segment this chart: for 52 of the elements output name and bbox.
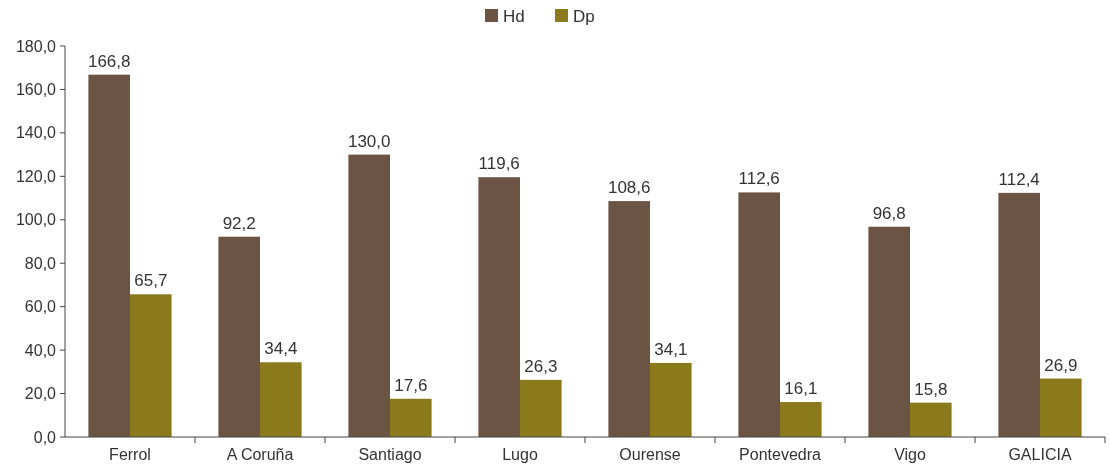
y-tick-label: 140,0 <box>15 124 57 142</box>
bar <box>650 362 692 437</box>
y-tick-label: 20,0 <box>24 385 57 403</box>
x-tick-label: GALICIA <box>1008 446 1072 463</box>
bar <box>260 362 302 437</box>
bar <box>130 294 172 437</box>
bar <box>738 192 780 437</box>
y-tick-label: 80,0 <box>24 254 57 272</box>
y-tick-label: 0,0 <box>33 428 57 446</box>
data-label: 34,1 <box>654 339 688 359</box>
data-label: 65,7 <box>134 271 168 291</box>
x-tick-label: Ferrol <box>109 446 151 463</box>
bar <box>910 402 952 437</box>
bar <box>868 226 910 437</box>
legend-label: Hd <box>503 7 525 26</box>
x-tick-label: Santiago <box>358 446 422 463</box>
x-tick-label: Ourense <box>619 446 681 463</box>
data-label: 108,6 <box>607 178 651 198</box>
data-label: 34,4 <box>264 339 298 359</box>
data-label: 26,3 <box>524 356 558 376</box>
bar <box>998 192 1040 437</box>
y-tick-label: 60,0 <box>24 298 57 316</box>
x-tick-label: Pontevedra <box>739 446 822 463</box>
x-tick-label: A Coruña <box>226 446 294 463</box>
bar <box>88 74 130 437</box>
bar <box>520 379 562 437</box>
y-tick-label: 160,0 <box>15 81 57 99</box>
bar <box>478 177 520 437</box>
legend-label: Dp <box>573 7 595 26</box>
data-label: 166,8 <box>87 51 131 71</box>
data-label: 112,6 <box>738 169 780 189</box>
bar <box>608 201 650 437</box>
x-tick-label: Lugo <box>502 446 538 463</box>
data-label: 26,9 <box>1044 355 1078 375</box>
bar <box>218 236 260 437</box>
data-label: 112,4 <box>998 169 1040 189</box>
bar <box>780 402 822 437</box>
bar <box>348 154 390 437</box>
data-label: 16,1 <box>784 379 818 399</box>
bar <box>1040 378 1082 437</box>
data-label: 17,6 <box>394 375 428 395</box>
data-label: 119,6 <box>478 154 520 174</box>
y-tick-label: 100,0 <box>15 211 57 229</box>
data-label: 130,0 <box>347 131 391 151</box>
data-label: 96,8 <box>872 203 906 223</box>
y-tick-label: 40,0 <box>24 341 57 359</box>
bar <box>390 398 432 437</box>
x-tick-label: Vigo <box>894 446 926 463</box>
y-tick-label: 120,0 <box>15 167 57 185</box>
y-tick-label: 180,0 <box>15 37 57 55</box>
data-label: 92,2 <box>222 213 256 233</box>
data-label: 15,8 <box>914 379 948 399</box>
